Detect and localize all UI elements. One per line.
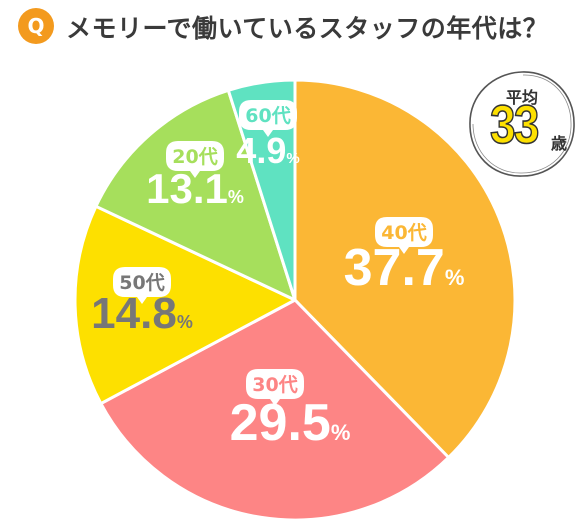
average-value: 33 — [489, 95, 540, 155]
average-badge-circle — [469, 71, 575, 177]
question-header: Q メモリーで働いているスタッフの年代は？ — [0, 0, 588, 56]
pie-slice-40s — [293, 78, 517, 460]
age-label-40s: 40代 — [381, 222, 426, 244]
percent-label-20s: 13.1% — [146, 165, 244, 212]
question-title: メモリーで働いているスタッフの年代は？ — [66, 14, 549, 43]
pie-slice-60s — [226, 78, 297, 302]
q-badge-icon: Q — [18, 8, 54, 44]
age-badge-50s: 50代 — [113, 267, 171, 304]
percent-label-40s: 37.7% — [344, 239, 465, 297]
pie-slice-50s — [73, 204, 297, 406]
age-label-50s: 50代 — [119, 272, 164, 294]
pie-slice-30s — [99, 298, 451, 522]
age-badge-60s: 60代 — [239, 100, 297, 137]
age-label-20s: 20代 — [172, 146, 217, 168]
age-badge-40s: 40代 — [375, 217, 433, 254]
age-label-30s: 30代 — [252, 374, 297, 396]
percent-label-60s: 4.9% — [236, 130, 299, 171]
average-label: 平均 — [505, 88, 538, 107]
pie-slice-20s — [94, 88, 297, 302]
age-badge-20s: 20代 — [166, 141, 224, 178]
age-label-60s: 60代 — [245, 105, 290, 127]
average-unit: 歳 — [551, 134, 568, 153]
percent-label-50s: 14.8% — [91, 289, 193, 338]
average-age-badge: 平均 33 歳 — [466, 68, 578, 180]
age-badge-30s: 30代 — [246, 369, 304, 406]
percent-label-30s: 29.5% — [230, 394, 351, 452]
